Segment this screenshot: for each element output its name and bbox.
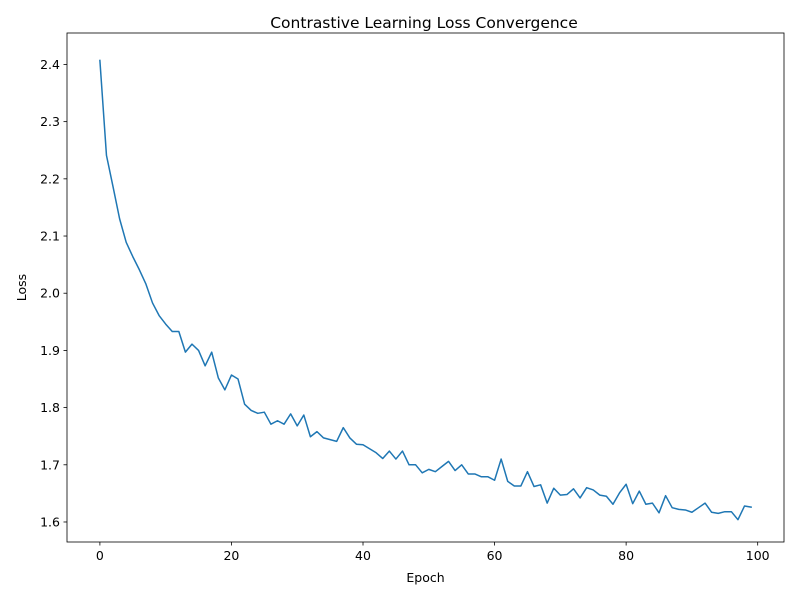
y-tick-label: 1.6 (40, 514, 60, 529)
y-axis-ticks: 1.6 1.7 1.8 1.9 2.0 2.1 2.2 2.3 2.4 (40, 57, 67, 529)
y-tick-label: 1.8 (40, 400, 60, 415)
x-axis-label: Epoch (406, 570, 444, 585)
x-tick-label: 0 (96, 548, 104, 563)
y-tick-label: 2.2 (40, 171, 60, 186)
y-tick-label: 1.9 (40, 343, 60, 358)
x-tick-label: 40 (355, 548, 371, 563)
y-tick-label: 2.3 (40, 114, 60, 129)
y-tick-label: 2.1 (40, 229, 60, 244)
y-tick-label: 2.4 (40, 57, 60, 72)
x-tick-label: 100 (746, 548, 770, 563)
plot-area-frame (66, 32, 785, 543)
loss-line-series (99, 59, 752, 521)
x-tick-label: 60 (487, 548, 503, 563)
x-tick-label: 20 (223, 548, 239, 563)
chart-title: Contrastive Learning Loss Convergence (270, 14, 578, 32)
y-tick-label: 1.7 (40, 457, 60, 472)
x-axis-ticks: 0 20 40 60 80 100 (96, 542, 770, 563)
y-tick-label: 2.0 (40, 286, 60, 301)
y-axis-label: Loss (14, 274, 29, 301)
x-tick-label: 80 (618, 548, 634, 563)
